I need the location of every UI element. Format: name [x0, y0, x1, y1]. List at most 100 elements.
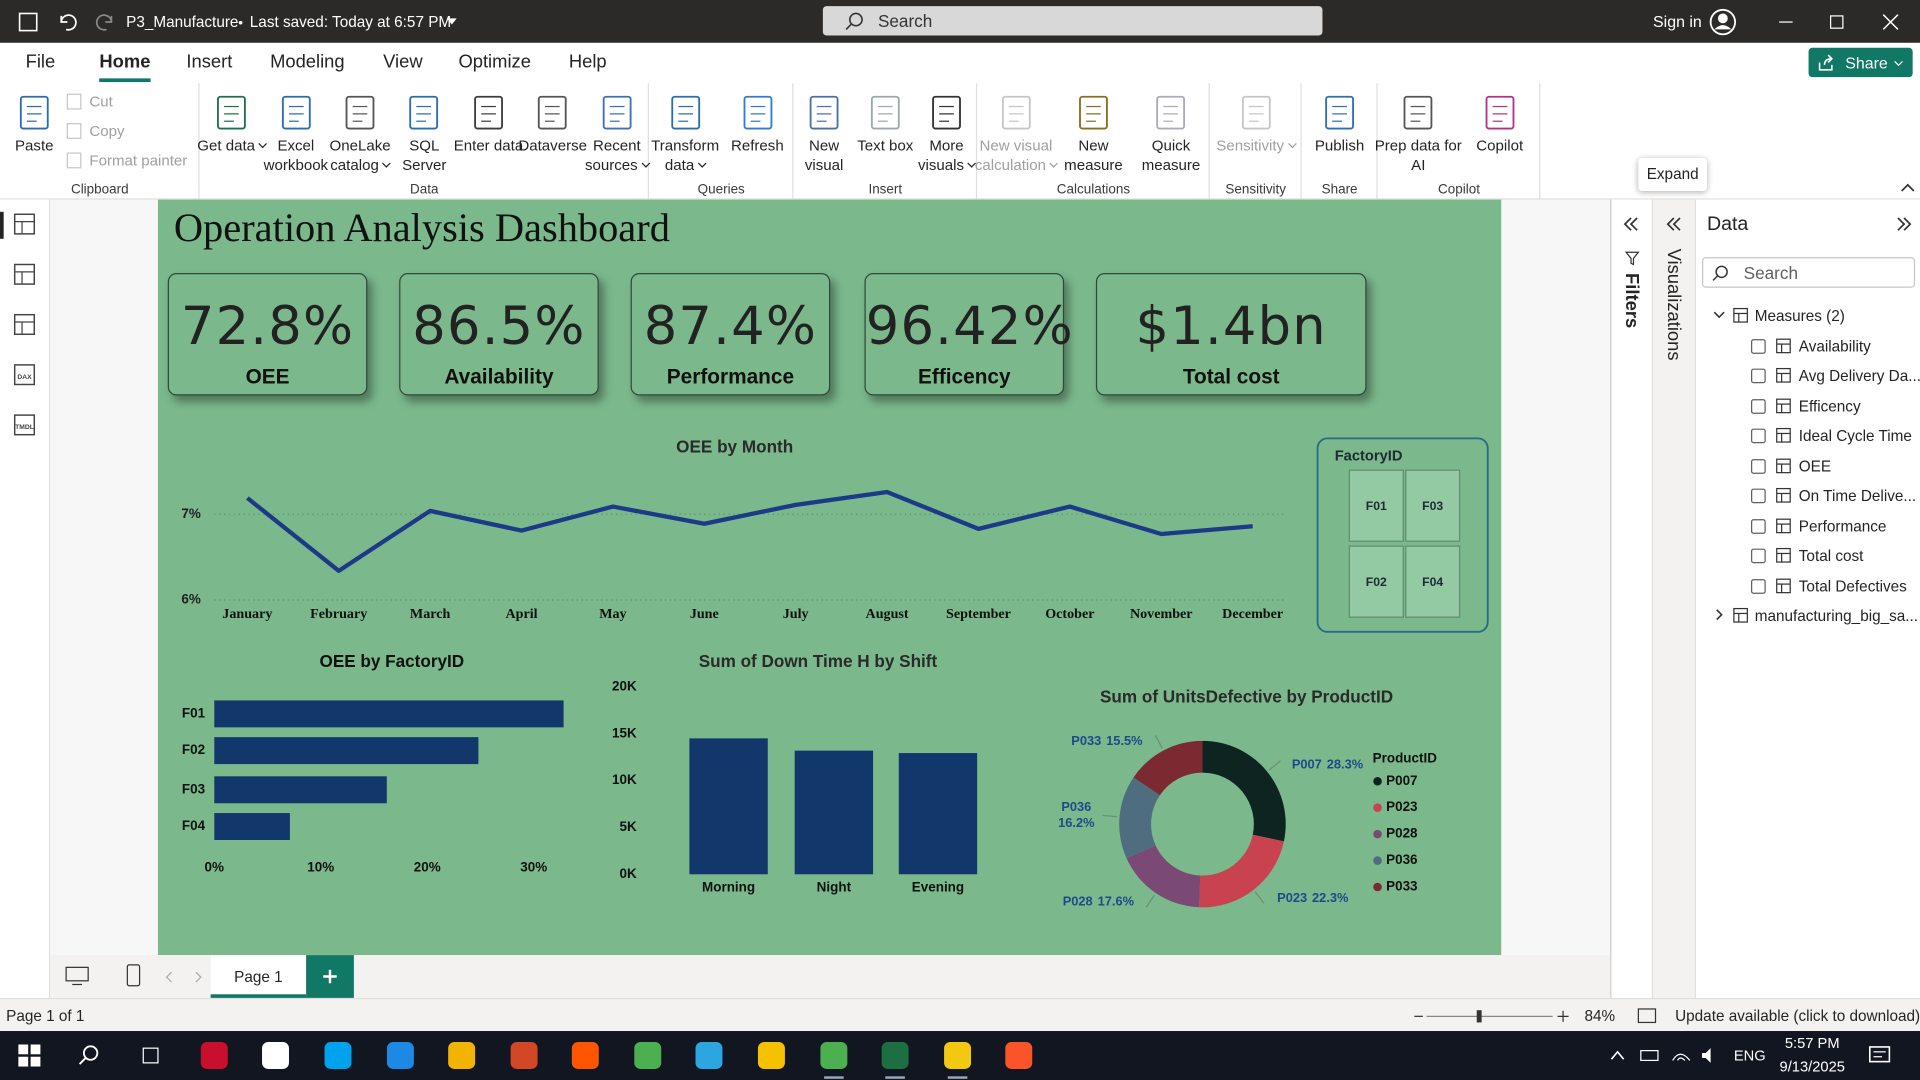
menu-tab[interactable]: Optimize: [458, 51, 531, 73]
share-button[interactable]: Share: [1808, 47, 1913, 78]
data-search[interactable]: Search: [1702, 257, 1916, 288]
search-box[interactable]: Search: [822, 6, 1323, 36]
slicer-tile[interactable]: [1348, 545, 1404, 618]
data-field-row[interactable]: On Time Delive...: [1696, 482, 1920, 509]
ribbon-button[interactable]: Get data: [197, 83, 268, 179]
taskbar-app[interactable]: [943, 1041, 972, 1079]
taskbar-app[interactable]: [819, 1041, 848, 1079]
data-table-row[interactable]: manufacturing_big_sa...: [1696, 602, 1920, 629]
ribbon-button[interactable]: Refresh: [721, 83, 793, 179]
taskbar-app[interactable]: [1004, 1041, 1033, 1070]
ribbon-button[interactable]: Recent sources: [585, 83, 650, 179]
view-icon[interactable]: [13, 313, 36, 336]
data-field-row[interactable]: Efficency: [1696, 392, 1920, 419]
view-icon[interactable]: [13, 263, 36, 285]
taskbar-app[interactable]: [571, 1041, 600, 1070]
page-tab[interactable]: Page 1: [210, 955, 307, 998]
slicer-tile[interactable]: [1405, 545, 1461, 618]
task-view-button[interactable]: [138, 1044, 160, 1066]
redo-icon[interactable]: [94, 11, 116, 33]
visualizations-pane[interactable]: Visualizations: [1651, 199, 1695, 998]
slicer-tile[interactable]: [1405, 469, 1461, 542]
checkbox[interactable]: [1751, 518, 1766, 534]
ribbon-button[interactable]: More visuals: [916, 83, 977, 179]
ribbon-button[interactable]: Sensitivity: [1210, 83, 1302, 179]
zoom-slider[interactable]: [1412, 1008, 1571, 1025]
ribbon-small-button[interactable]: Cut: [66, 91, 195, 115]
mobile-view-icon[interactable]: [126, 964, 141, 988]
desktop-view-icon[interactable]: [65, 966, 89, 986]
notification-button[interactable]: [1868, 1046, 1891, 1066]
ribbon-button[interactable]: Dataverse: [518, 83, 587, 179]
taskbar-app[interactable]: [261, 1041, 290, 1070]
taskbar-app[interactable]: [757, 1041, 786, 1070]
zoom-level[interactable]: 84%: [1584, 1007, 1616, 1025]
ribbon-button[interactable]: SQL Server: [392, 83, 456, 179]
checkbox[interactable]: [1751, 578, 1766, 594]
checkbox[interactable]: [1751, 428, 1766, 444]
menu-tab[interactable]: Help: [568, 51, 607, 73]
save-icon[interactable]: [17, 11, 39, 33]
checkbox[interactable]: [1751, 458, 1766, 474]
checkbox[interactable]: [1751, 548, 1766, 564]
taskbar-app[interactable]: [694, 1041, 723, 1070]
page-arrows[interactable]: [165, 971, 202, 983]
checkbox[interactable]: [1751, 488, 1766, 504]
checkbox[interactable]: [1751, 398, 1766, 414]
ribbon-button[interactable]: Paste: [0, 83, 69, 179]
data-field-row[interactable]: Total cost: [1696, 542, 1920, 569]
ribbon-button[interactable]: Copilot: [1459, 83, 1540, 179]
ribbon-small-button[interactable]: Copy: [66, 120, 195, 144]
fit-page-icon[interactable]: [1637, 1008, 1657, 1024]
search-button[interactable]: [78, 1044, 100, 1066]
ribbon-button[interactable]: Publish: [1302, 83, 1378, 179]
taskbar-app[interactable]: [880, 1041, 909, 1079]
ribbon-button[interactable]: Transform data: [649, 83, 721, 179]
data-field-row[interactable]: OEE: [1696, 452, 1920, 479]
menu-tab[interactable]: Modeling: [270, 51, 345, 73]
ribbon-button[interactable]: New measure: [1055, 83, 1133, 179]
data-field-row[interactable]: Avg Delivery Da...: [1696, 362, 1920, 389]
avatar[interactable]: [1709, 8, 1737, 36]
collapse-chevron[interactable]: [1665, 217, 1682, 232]
taskbar-app[interactable]: [200, 1041, 229, 1070]
undo-icon[interactable]: [56, 11, 78, 33]
data-field-row[interactable]: Availability: [1696, 332, 1920, 359]
view-icon[interactable]: DAX: [13, 364, 36, 386]
menu-tab[interactable]: File: [25, 51, 56, 73]
sign-in[interactable]: Sign in: [1653, 12, 1702, 31]
ribbon-button[interactable]: Quick measure: [1132, 83, 1210, 179]
menu-tab[interactable]: Home: [99, 51, 151, 73]
taskbar-app[interactable]: [386, 1041, 415, 1070]
ribbon-button[interactable]: Text box: [855, 83, 916, 179]
view-icon[interactable]: TMDL: [13, 414, 36, 436]
update-notice[interactable]: Update available (click to download): [1675, 1007, 1920, 1025]
ribbon-button[interactable]: New visual: [793, 83, 854, 179]
start-button[interactable]: [18, 1044, 41, 1067]
menu-tab[interactable]: Insert: [186, 51, 233, 73]
ribbon-button[interactable]: New visual calculation: [975, 83, 1059, 179]
taskbar-app[interactable]: [447, 1041, 476, 1070]
add-page-button[interactable]: [306, 955, 354, 998]
expand-chevron[interactable]: [1713, 609, 1725, 621]
taskbar-app[interactable]: [323, 1041, 352, 1070]
collapse-ribbon[interactable]: [1900, 182, 1915, 192]
clock-date[interactable]: 9/13/2025: [1779, 1057, 1845, 1076]
data-field-row[interactable]: Ideal Cycle Time: [1696, 422, 1920, 449]
filters-pane[interactable]: Filters: [1611, 199, 1652, 998]
data-field-row[interactable]: Total Defectives: [1696, 572, 1920, 599]
taskbar-app[interactable]: [509, 1041, 538, 1070]
checkbox[interactable]: [1751, 368, 1766, 384]
collapse-chevron[interactable]: [1622, 217, 1639, 232]
taskbar-app[interactable]: [633, 1041, 662, 1070]
file-name[interactable]: P3_Manufacture: [126, 13, 239, 31]
ribbon-button[interactable]: Prep data for AI: [1375, 83, 1462, 179]
collapse-chevron[interactable]: [1896, 217, 1913, 232]
data-field-row[interactable]: Performance: [1696, 512, 1920, 539]
window-controls[interactable]: [1776, 12, 1911, 32]
system-tray[interactable]: [1609, 1046, 1719, 1066]
ribbon-small-button[interactable]: Format painter: [66, 149, 195, 173]
menu-tab[interactable]: View: [383, 51, 423, 73]
ribbon-button[interactable]: Enter data: [454, 83, 523, 179]
expand-chevron[interactable]: [1713, 309, 1725, 321]
